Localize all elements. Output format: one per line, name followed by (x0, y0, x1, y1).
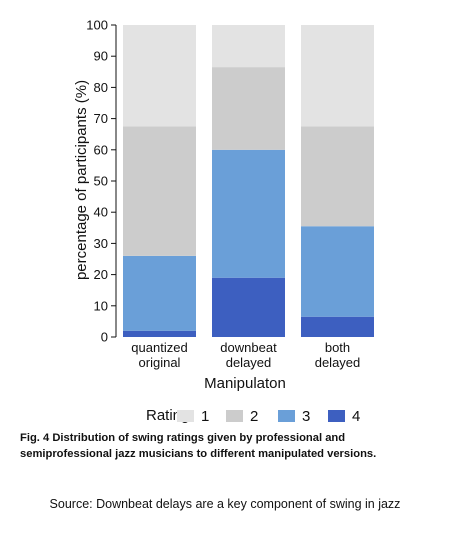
bar-segment (123, 126, 196, 256)
bar-segment (301, 316, 374, 337)
legend-label: 4 (352, 408, 360, 425)
y-tick-label: 10 (94, 298, 108, 313)
figure-caption: Fig. 4 Distribution of swing ratings giv… (20, 432, 377, 460)
bar-segment (212, 25, 285, 68)
bar-segment (123, 330, 196, 337)
source-note: Source: Downbeat delays are a key compon… (49, 497, 401, 511)
y-tick-label: 20 (94, 267, 108, 282)
x-tick-label: quantized (131, 340, 187, 355)
y-axis: 0 10 20 30 40 50 60 70 80 90 100 (86, 18, 117, 345)
bars (123, 25, 374, 337)
bar-segment (301, 25, 374, 127)
x-tick-label: downbeat (220, 340, 277, 355)
legend-label: 1 (201, 408, 209, 425)
bar-segment (301, 226, 374, 317)
y-tick-label: 90 (94, 49, 108, 64)
y-tick-label: 80 (94, 80, 108, 95)
legend-swatch (177, 410, 194, 422)
bar-segment (212, 277, 285, 337)
bar-segment (301, 126, 374, 227)
legend-label: 3 (302, 408, 310, 425)
x-axis-title: Manipulaton (204, 375, 286, 392)
x-tick-label: original (139, 355, 181, 370)
legend-swatch (328, 410, 345, 422)
legend-swatch (278, 410, 295, 422)
y-tick-label: 50 (94, 174, 108, 189)
bar-segment (123, 25, 196, 127)
legend-swatch (226, 410, 243, 422)
y-tick-label: 100 (86, 18, 108, 33)
y-tick-label: 60 (94, 142, 108, 157)
x-tick-label: delayed (226, 355, 272, 370)
y-tick-label: 0 (101, 330, 108, 345)
bar-segment (212, 149, 285, 278)
stacked-bar-chart: 0 10 20 30 40 50 60 70 80 90 100 quantizedoriginal… (73, 18, 374, 425)
legend-label: 2 (250, 408, 258, 425)
y-tick-label: 40 (94, 205, 108, 220)
y-tick-label: 30 (94, 236, 108, 251)
x-tick-label: both (325, 340, 350, 355)
bar-segment (123, 255, 196, 331)
y-tick-label: 70 (94, 111, 108, 126)
x-axis-labels: quantizedoriginaldownbeatdelayedbothdela… (131, 340, 360, 370)
y-axis-title: percentage of participants (%) (73, 80, 90, 280)
bar-segment (212, 67, 285, 150)
x-tick-label: delayed (315, 355, 361, 370)
